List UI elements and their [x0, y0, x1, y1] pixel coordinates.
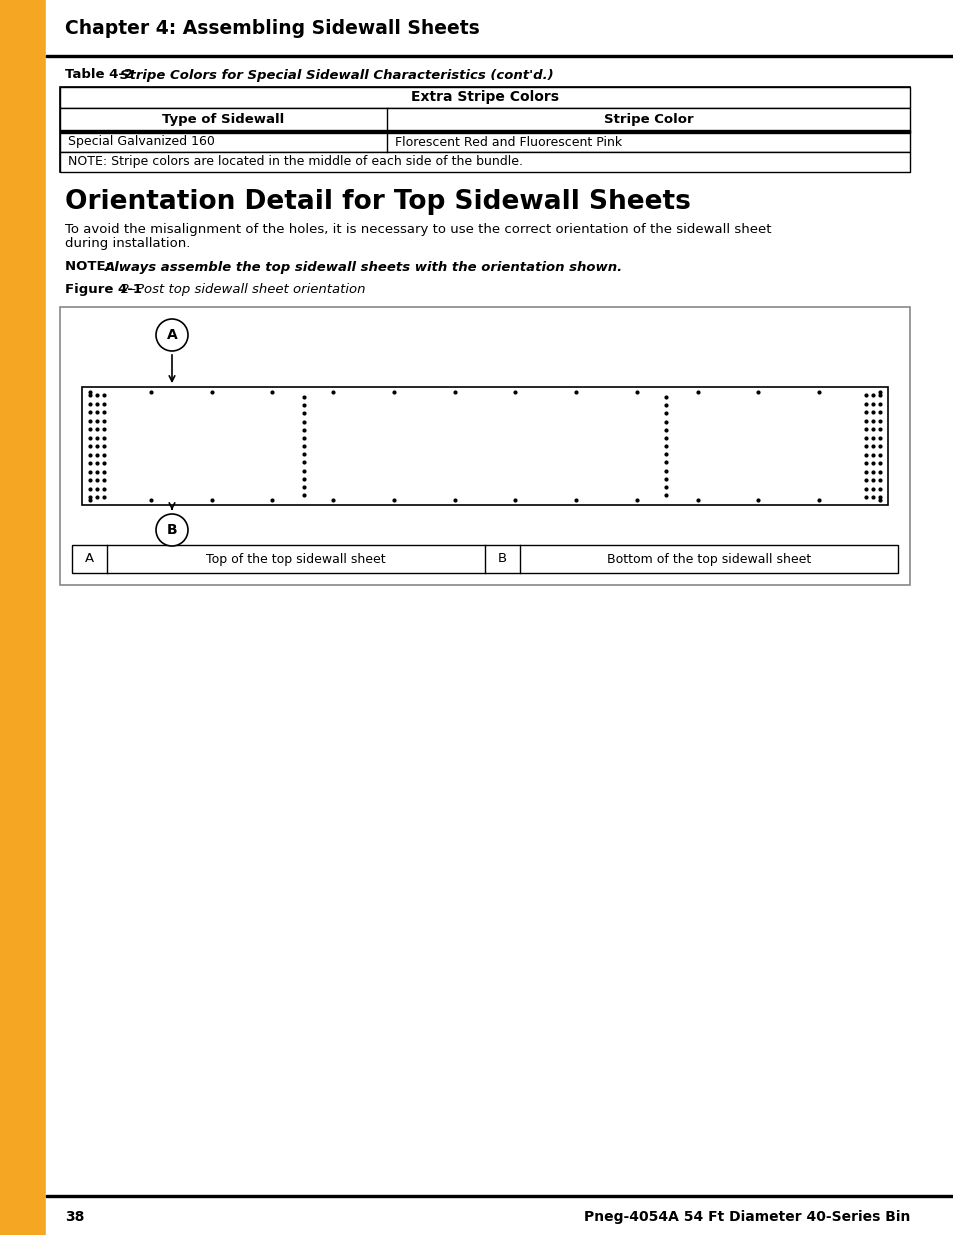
Text: Stripe Colors for Special Sidewall Characteristics (cont'd.): Stripe Colors for Special Sidewall Chara…: [120, 68, 553, 82]
Text: 2–Post top sidewall sheet orientation: 2–Post top sidewall sheet orientation: [121, 284, 365, 296]
Bar: [60, 86, 909, 107]
Text: Florescent Red and Fluorescent Pink: Florescent Red and Fluorescent Pink: [395, 136, 621, 148]
Text: Figure 4-1: Figure 4-1: [65, 284, 147, 296]
Bar: [46, 1195, 953, 1197]
Text: during installation.: during installation.: [65, 237, 191, 251]
Bar: [0, 0, 46, 1235]
Text: Orientation Detail for Top Sidewall Sheets: Orientation Detail for Top Sidewall Shee…: [65, 189, 690, 215]
Text: NOTE:: NOTE:: [65, 261, 115, 273]
Bar: [60, 308, 909, 585]
Bar: [60, 107, 909, 132]
Text: A: A: [167, 329, 177, 342]
Text: Table 4-2: Table 4-2: [65, 68, 137, 82]
Text: Chapter 4: Assembling Sidewall Sheets: Chapter 4: Assembling Sidewall Sheets: [65, 19, 479, 37]
Text: 38: 38: [65, 1210, 84, 1224]
Text: B: B: [497, 552, 507, 566]
Bar: [46, 54, 953, 57]
Text: Pneg-4054A 54 Ft Diameter 40-Series Bin: Pneg-4054A 54 Ft Diameter 40-Series Bin: [583, 1210, 909, 1224]
Bar: [60, 130, 909, 133]
Text: Special Galvanized 160: Special Galvanized 160: [68, 136, 214, 148]
Text: Top of the top sidewall sheet: Top of the top sidewall sheet: [206, 552, 385, 566]
Bar: [82, 387, 887, 505]
Text: Type of Sidewall: Type of Sidewall: [162, 114, 284, 126]
Ellipse shape: [156, 319, 188, 351]
Text: To avoid the misalignment of the holes, it is necessary to use the correct orien: To avoid the misalignment of the holes, …: [65, 224, 771, 236]
Text: Extra Stripe Colors: Extra Stripe Colors: [411, 90, 558, 105]
Text: Always assemble the top sidewall sheets with the orientation shown.: Always assemble the top sidewall sheets …: [105, 261, 622, 273]
Text: A: A: [85, 552, 94, 566]
Bar: [60, 132, 909, 152]
Text: Bottom of the top sidewall sheet: Bottom of the top sidewall sheet: [606, 552, 810, 566]
Bar: [60, 86, 909, 172]
Bar: [71, 545, 897, 573]
Text: NOTE: Stripe colors are located in the middle of each side of the bundle.: NOTE: Stripe colors are located in the m…: [68, 156, 522, 168]
Text: B: B: [167, 522, 177, 537]
Ellipse shape: [156, 514, 188, 546]
Text: Stripe Color: Stripe Color: [603, 114, 693, 126]
Bar: [60, 152, 909, 172]
